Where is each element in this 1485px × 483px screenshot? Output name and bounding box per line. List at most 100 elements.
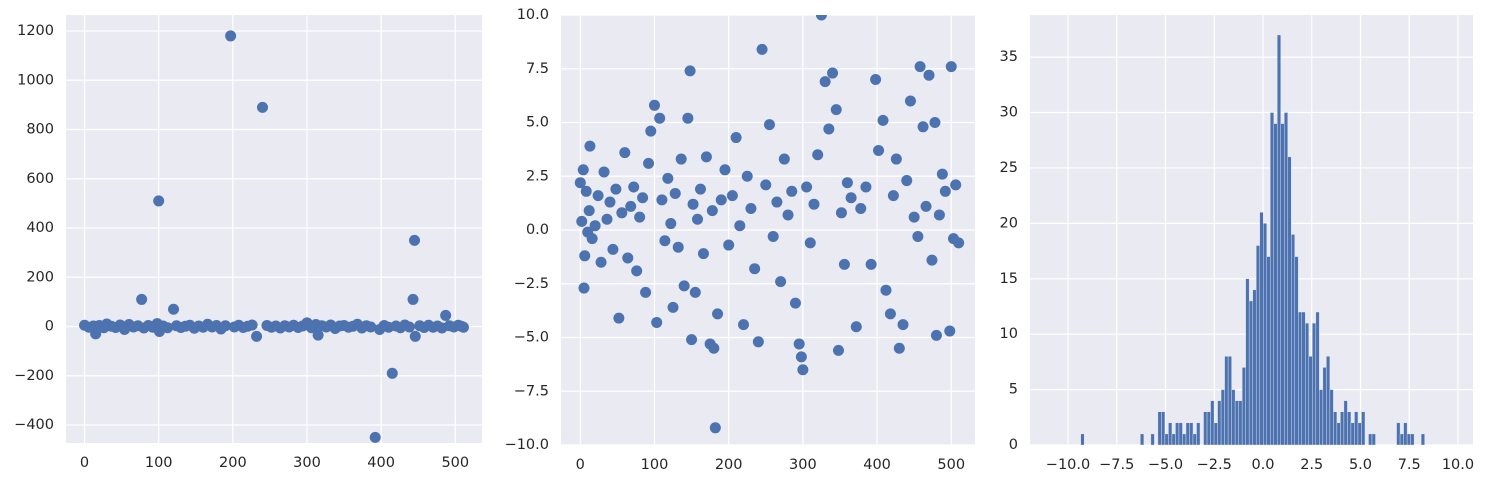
- scatter-point: [933, 209, 945, 221]
- y-tick-label: 35: [1000, 49, 1018, 65]
- scatter-point: [678, 280, 690, 292]
- histogram-bar: [1277, 34, 1281, 445]
- scatter-point: [723, 239, 735, 251]
- histogram-bar: [1238, 400, 1243, 445]
- histogram-bar: [1255, 245, 1260, 445]
- histogram-bar: [1157, 411, 1162, 445]
- scatter-point: [782, 209, 794, 221]
- scatter-point: [950, 179, 962, 191]
- scatter-point: [403, 321, 415, 333]
- scatter-point: [682, 112, 694, 124]
- scatter-point: [369, 431, 381, 443]
- scatter-point: [616, 207, 628, 219]
- histogram-bar: [1403, 422, 1408, 445]
- y-tick-label: 5: [1009, 382, 1018, 398]
- scatter-point: [734, 220, 746, 232]
- y-tick-label: 1000: [17, 72, 54, 88]
- scatter-point: [917, 121, 929, 133]
- scatter-point: [675, 153, 687, 165]
- scatter-point: [659, 235, 671, 247]
- scatter-point: [912, 230, 924, 242]
- y-tick-label: 20: [1000, 215, 1018, 231]
- scatter-point: [584, 140, 596, 152]
- histogram-bar: [1280, 123, 1285, 445]
- scatter-point: [656, 194, 668, 206]
- scatter-point: [841, 177, 853, 189]
- x-tick-label: −2.5: [1197, 457, 1232, 473]
- x-tick-label: 100: [641, 457, 669, 473]
- histogram-bar: [1270, 112, 1274, 445]
- scatter-point: [914, 61, 926, 73]
- histogram-bar: [1196, 422, 1201, 445]
- histogram-bar: [1315, 311, 1320, 445]
- scatter-point: [687, 198, 699, 210]
- scatter-point: [583, 205, 595, 217]
- histogram-bar: [1252, 289, 1257, 445]
- histogram-bar: [1150, 433, 1155, 445]
- scatter-point: [365, 321, 377, 333]
- x-tick-label: −5.0: [1148, 457, 1183, 473]
- scatter-point: [694, 183, 706, 195]
- panel: 0 100 200 300 400 500 −10.0 −7.5 −5.0 −2.5 0.0 2.5 5…: [505, 7, 975, 473]
- histogram-bar: [1308, 356, 1313, 445]
- x-tick-label: 2.5: [1300, 457, 1323, 473]
- scatter-point: [153, 195, 165, 207]
- scatter-point: [586, 233, 598, 245]
- scatter-point: [669, 187, 681, 199]
- x-tick-label: 300: [293, 455, 321, 471]
- scatter-point: [637, 192, 649, 204]
- scatter-point: [838, 258, 850, 270]
- scatter-point: [873, 144, 885, 156]
- scatter-point: [897, 319, 909, 331]
- x-tick-label: 0.0: [1251, 457, 1274, 473]
- scatter-point: [613, 312, 625, 324]
- histogram-bar: [1298, 311, 1303, 445]
- histogram-bar: [1171, 433, 1176, 445]
- histogram-bar: [1234, 400, 1239, 445]
- scatter-point: [689, 286, 701, 298]
- histogram-bar: [1322, 367, 1327, 445]
- histogram-bar: [1287, 156, 1292, 445]
- histogram-bar: [1333, 411, 1338, 445]
- histogram-bar: [1248, 300, 1253, 445]
- scatter-point: [407, 293, 419, 305]
- scatter-point: [771, 196, 783, 208]
- histogram-bar: [1329, 389, 1334, 445]
- scatter-point: [789, 297, 801, 309]
- scatter-point: [700, 151, 712, 163]
- scatter-point: [697, 248, 709, 260]
- histogram-bar: [1326, 356, 1331, 445]
- plot-area: [574, 15, 965, 434]
- y-tick-label: −10.0: [505, 437, 549, 453]
- x-tick-label: 300: [789, 457, 817, 473]
- histogram-bar: [1164, 433, 1169, 445]
- scatter-point: [662, 172, 674, 184]
- scatter-point: [654, 112, 666, 124]
- y-tick-label: −400: [14, 417, 54, 433]
- histogram-bar: [1361, 411, 1366, 445]
- axes-background: [66, 15, 482, 443]
- scatter-point: [797, 364, 809, 376]
- y-tick-label: 30: [1000, 105, 1018, 121]
- y-tick-label: 10.0: [517, 7, 549, 23]
- scatter-point: [738, 319, 750, 331]
- scatter-point: [786, 185, 798, 197]
- histogram-bar: [1224, 356, 1229, 445]
- scatter-point: [625, 200, 637, 212]
- histogram-bar: [1294, 256, 1299, 445]
- scatter-point: [801, 181, 813, 193]
- histogram-bar: [1203, 411, 1208, 445]
- histogram-bar: [1206, 411, 1211, 445]
- histogram-bar: [1284, 112, 1288, 445]
- y-tick-label: −2.5: [514, 276, 549, 292]
- y-tick-label: 25: [1000, 160, 1018, 176]
- scatter-point: [877, 114, 889, 126]
- x-tick-label: 10.0: [1442, 457, 1474, 473]
- scatter-point: [884, 308, 896, 320]
- scatter-point: [409, 234, 421, 246]
- scatter-point: [257, 101, 269, 113]
- x-tick-label: 7.5: [1398, 457, 1421, 473]
- x-tick-label: 500: [441, 455, 469, 471]
- scatter-point: [930, 329, 942, 341]
